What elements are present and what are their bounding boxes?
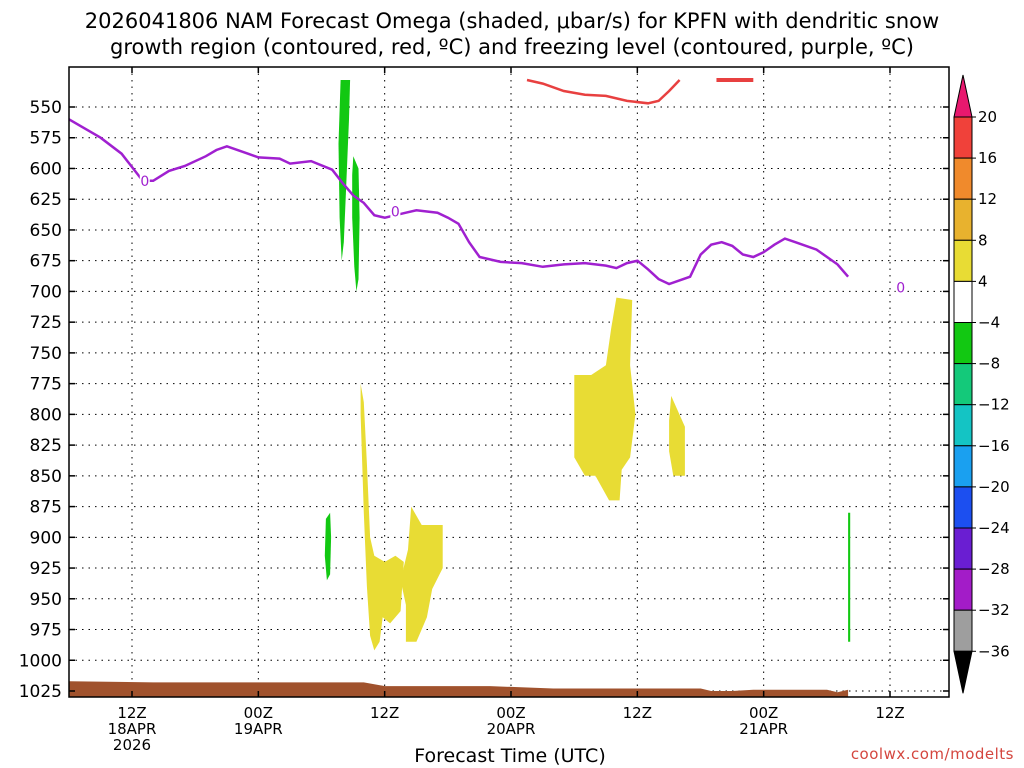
colorbar-segment [953,527,973,570]
omega-positive-region [360,383,404,651]
y-tick-label: 675 [30,252,62,272]
colorbar-label: −4 [978,314,1000,332]
colorbar-label: 16 [978,149,997,167]
colorbar-label: −12 [978,396,1010,414]
y-tick-label: 650 [30,221,62,241]
x-tick-label: 19APR [234,720,283,738]
y-tick-label: 800 [30,405,62,425]
y-tick-label: 875 [30,498,62,518]
y-tick-label: 900 [30,528,62,548]
omega-negative-region [338,80,351,261]
colorbar-label: 4 [978,272,988,290]
colorbar-segment [953,157,973,200]
colorbar-segment [953,198,973,241]
colorbar-label: −8 [978,355,1000,373]
x-tick-label: 12Z [117,704,146,722]
freezing-level-label: 0 [896,281,905,297]
x-tick-label: 00Z [749,704,778,722]
plot-background [69,67,949,697]
colorbar-label: −28 [978,560,1010,578]
y-tick-label: 625 [30,190,62,210]
y-tick-label: 850 [30,467,62,487]
freezing-level-line [69,118,850,286]
y-tick-label: 775 [30,375,62,395]
colorbar-segment [953,363,973,406]
source-credit[interactable]: coolwx.com/modelts [850,745,1014,763]
colorbar-label: −36 [978,642,1010,660]
omega-negative-region [848,512,851,642]
colorbar-segment [953,239,973,282]
y-tick-label: 575 [30,129,62,149]
x-tick-label: 18APR [108,720,157,738]
x-tick-label: 2026 [113,736,151,754]
y-tick-label: 700 [30,282,62,302]
colorbar-bottom-arrow [953,650,973,694]
colorbar-label: 12 [978,190,997,208]
plot-area: 0 0 0 [69,67,949,697]
x-tick-label: 12Z [875,704,904,722]
colorbar-segment [953,445,973,488]
colorbar-segment [953,404,973,447]
y-tick-label: 600 [30,159,62,179]
colorbar-label: −32 [978,601,1010,619]
freezing-level-label: 0 [140,174,149,190]
terrain-fill [69,681,849,697]
colorbar-segment [953,322,973,365]
colorbar-label: 20 [978,108,997,126]
colorbar-segment [953,609,973,652]
freezing-level-label-bg [139,172,150,188]
y-tick-label: 925 [30,559,62,579]
y-tick-label: 950 [30,590,62,610]
freezing-level-label-bg [390,203,401,219]
colorbar-top-arrow [953,74,973,118]
y-tick-label: 1000 [19,651,62,671]
colorbar-label: 8 [978,231,988,249]
freezing-level-label: 0 [391,205,400,221]
x-tick-label: 12Z [370,704,399,722]
colorbar-label: −16 [978,437,1010,455]
x-tick-label: 20APR [487,720,536,738]
omega-positive-region [574,297,636,501]
omega-negative-region [352,156,360,292]
x-tick-label: 00Z [496,704,525,722]
colorbar-segment [953,486,973,529]
colorbar-label: −20 [978,478,1010,496]
freezing-level-label-bg [895,279,906,295]
colorbar-label: −24 [978,519,1010,537]
x-tick-label: 00Z [244,704,273,722]
omega-negative-region [324,512,332,581]
plot-frame [68,66,950,698]
dgz-contour [526,78,681,105]
omega-positive-region [400,506,443,642]
chart-title-line-1: 2026041806 NAM Forecast Omega (shaded, μ… [84,9,940,33]
y-tick-label: 975 [30,621,62,641]
y-tick-label: 750 [30,344,62,364]
x-tick-label: 21APR [739,720,788,738]
chart-title-line-2: growth region (contoured, red, ºC) and f… [110,35,914,59]
x-axis-title: Forecast Time (UTC) [414,745,606,767]
y-tick-label: 725 [30,313,62,333]
y-tick-label: 550 [30,98,62,118]
colorbar-segment [953,568,973,611]
omega-positive-region [669,395,685,476]
colorbar-segment [953,116,973,159]
y-tick-label: 1025 [19,682,62,702]
x-tick-label: 12Z [623,704,652,722]
colorbar-segment [953,280,973,323]
y-tick-label: 825 [30,436,62,456]
